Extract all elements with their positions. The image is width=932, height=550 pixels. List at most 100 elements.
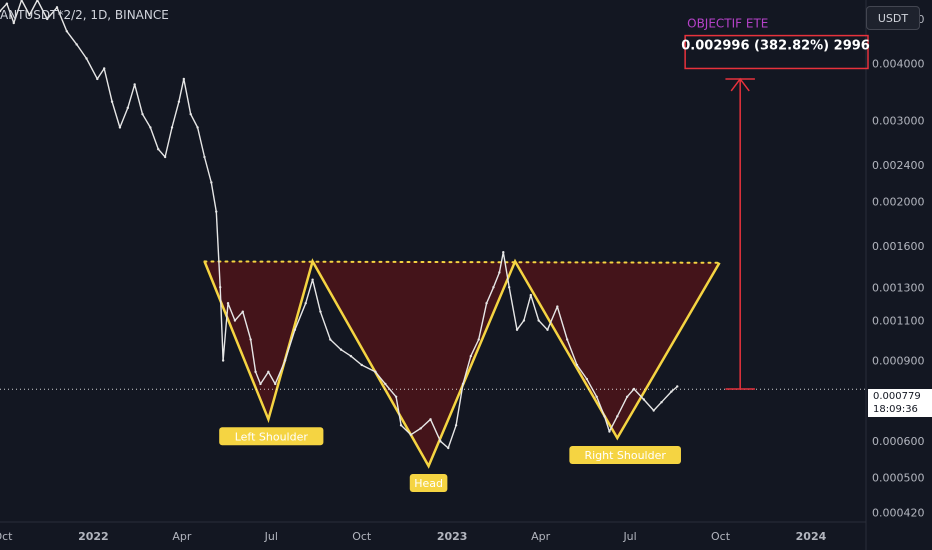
x-tick-label: 2024 [796,530,827,543]
price-point [439,440,442,443]
price-point [283,359,287,362]
target-box [684,34,869,70]
price-series [0,0,679,450]
price-point [311,278,314,281]
price-point [652,409,655,412]
y-tick-label: 0.000420 [872,506,925,519]
y-tick-label: 0.000900 [872,354,925,367]
price-point [233,319,237,322]
symbol-title: ANTUSDT*2/2, 1D, BINANCE [0,8,169,22]
price-point [319,310,322,313]
price-point [522,319,526,322]
x-tick-label: Apr [531,530,551,543]
price-point [249,338,252,341]
y-tick-label: 0.002400 [872,159,925,172]
price-point [149,126,152,129]
price-point [55,6,59,9]
price-point [670,390,673,393]
price-point [254,370,257,374]
neckline [203,260,721,264]
head-and-shoulders-pattern [203,258,721,469]
x-tick-label: Apr [172,530,192,543]
x-tick-label: 2022 [78,530,109,543]
price-point [196,126,199,129]
pattern-labels: Left Shoulder Head Right Shoulder [219,427,681,492]
price-point [546,328,549,331]
price-point [603,415,606,418]
price-point [226,302,230,305]
price-point [507,286,511,289]
target-arrow-head [730,77,750,92]
pattern-fill-3 [515,261,720,438]
price-point [642,398,646,401]
price-point [339,348,343,351]
price-point [126,106,129,110]
price-point [218,286,222,289]
price-point [163,155,167,159]
price-point [595,395,598,399]
price-point [102,67,106,70]
y-tick-label: 0.000600 [872,435,925,448]
pattern-label-bg [219,427,324,446]
price-point [399,424,403,427]
pattern-label: Left Shoulder [235,430,309,443]
bar-countdown: 18:09:36 [873,404,918,415]
currency-button[interactable]: USDT [866,6,920,30]
price-point [259,382,262,386]
price-point [65,30,69,33]
price-point [447,446,450,450]
y-tick-label: 0.001100 [872,315,925,328]
price-point [409,433,413,436]
price-point [498,271,501,274]
pattern-label: Head [414,477,443,490]
x-tick-label: Jul [264,530,278,543]
price-point [5,2,9,5]
price-point [492,286,495,289]
price-point [485,302,488,305]
price-point [12,21,15,25]
price-point [625,395,629,399]
price-point [469,354,473,358]
y-tick-label: 0.001600 [872,240,925,253]
price-point [75,43,78,46]
y-tick-label: 0.000500 [872,472,925,485]
pattern-fill-1 [204,261,313,420]
pattern-label-bg [569,445,681,464]
price-point [118,126,122,129]
price-point [177,100,181,103]
price-point [616,415,619,418]
price-point [203,155,206,159]
pattern-label: Right Shoulder [584,449,666,462]
x-tick-label: 2023 [437,530,468,543]
price-point [141,112,144,116]
price-point [537,319,540,322]
pattern-fill-2 [312,261,516,466]
objective-label: OBJECTIF ETE [687,17,768,31]
price-point [215,210,218,213]
price-point [515,328,519,331]
price-point [429,418,432,421]
price-point [477,338,480,341]
price-point [461,382,465,386]
price-point [170,126,174,129]
price-point [267,370,270,374]
y-tick-label: 0.001300 [872,281,925,294]
x-tick-label: Oct [0,530,13,543]
price-point [0,9,2,13]
price-point [189,112,192,116]
price-point [585,377,589,381]
price-point [241,310,244,313]
price-point [157,148,160,151]
price-line [0,0,678,449]
price-point [36,0,39,2]
price-point [632,387,636,391]
price-point [210,181,213,184]
price-point [502,251,505,254]
price-point [660,400,663,404]
price-point [374,370,377,374]
price-point [274,382,277,386]
price-point [360,363,363,367]
price-point [96,77,99,81]
price-point [556,305,559,308]
